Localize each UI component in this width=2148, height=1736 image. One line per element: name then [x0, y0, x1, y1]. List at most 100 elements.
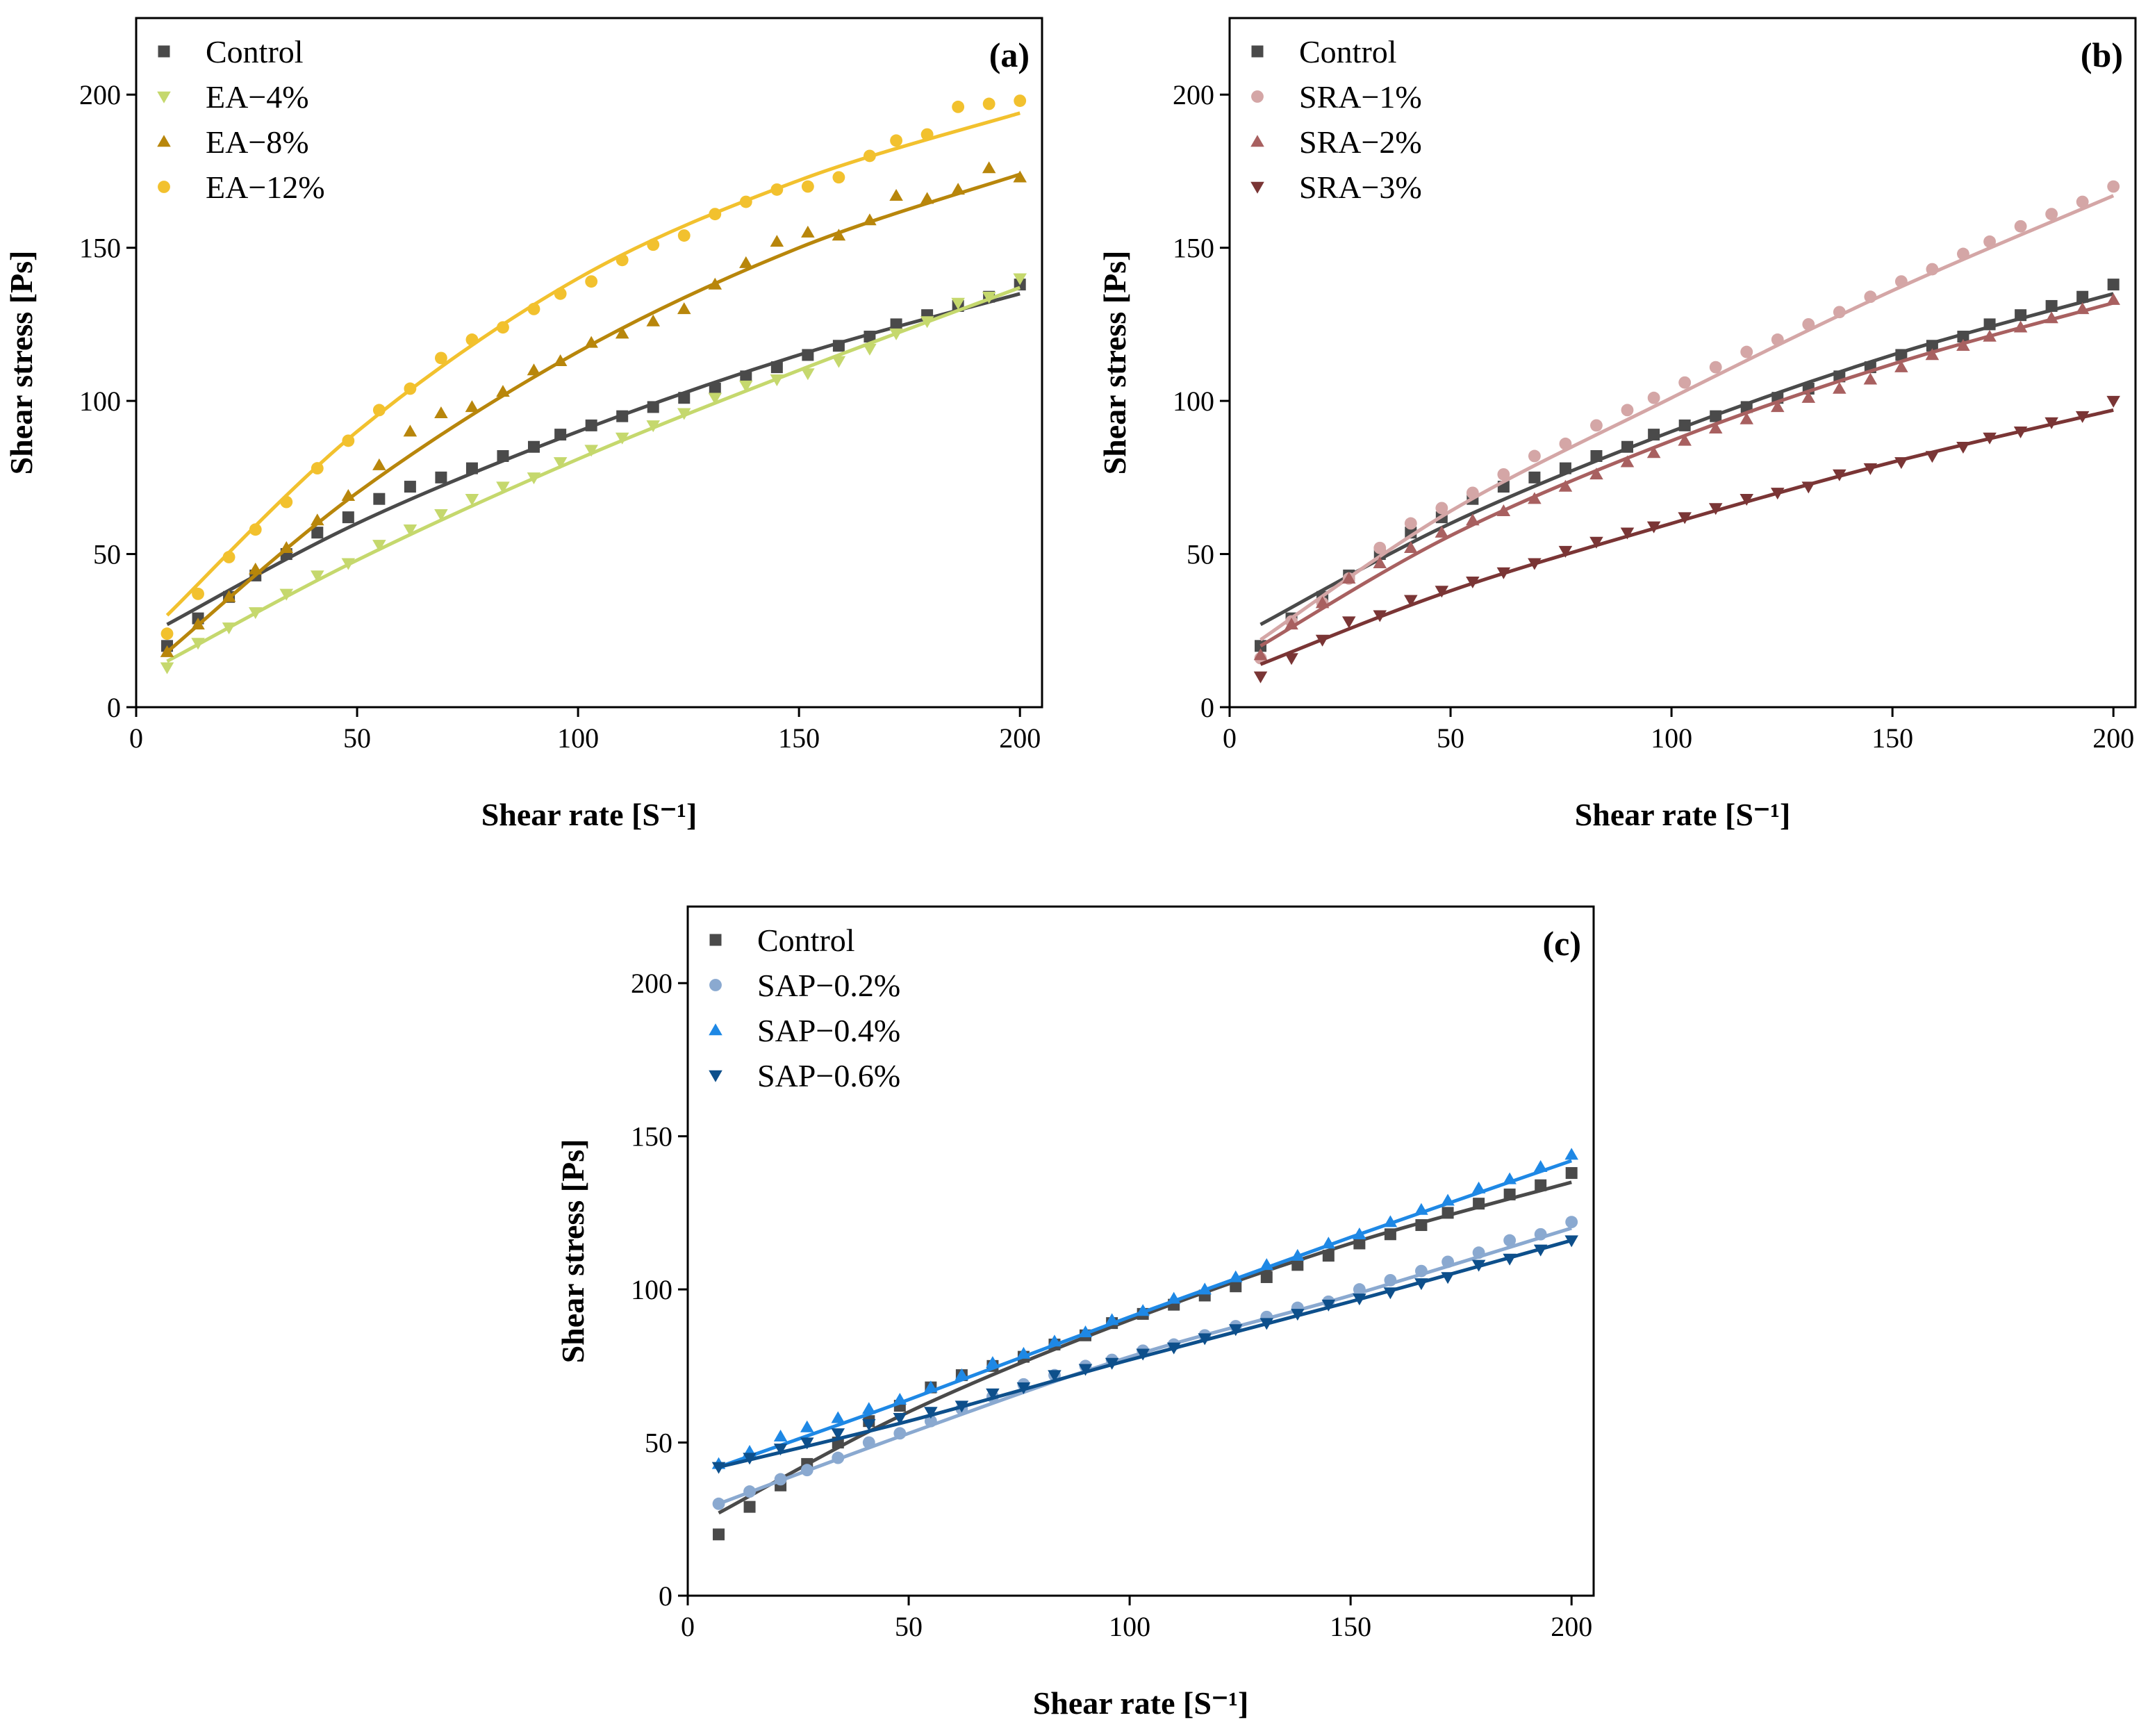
point-sra-1-b-18 [1802, 317, 1815, 331]
fit-line-sap-0-6-c [718, 1239, 1572, 1469]
x-tick-label-c-150: 150 [1330, 1611, 1371, 1642]
panel-label-b: (b) [2081, 35, 2123, 74]
point-control-b-21 [1895, 349, 1908, 361]
point-sra-3-b-0 [1253, 671, 1268, 684]
point-control-a-6 [342, 511, 354, 524]
legend-label-control-a: Control [206, 34, 304, 69]
point-ea-8-a-16 [646, 314, 661, 326]
point-ea-8-a-22 [832, 229, 846, 241]
legend-label-control-b: Control [1299, 34, 1397, 69]
legend-marker-sra-2-b [1250, 135, 1264, 147]
fit-line-ea-8-a [165, 172, 1021, 654]
point-sap-0-4-c-17 [1228, 1270, 1243, 1282]
point-control-a-15 [616, 410, 629, 422]
point-sra-2-b-25 [2013, 320, 2028, 333]
legend-label-ea-4-a: EA−4% [206, 79, 309, 115]
point-sap-0-2-c-24 [1441, 1255, 1455, 1268]
point-sap-0-2-c-2 [774, 1473, 787, 1486]
point-sra-1-b-13 [1647, 391, 1660, 404]
point-control-c-22 [1384, 1228, 1396, 1241]
point-control-a-24 [890, 318, 902, 331]
point-sap-0-6-c-24 [1441, 1272, 1455, 1284]
point-sra-2-b-19 [1833, 381, 1847, 394]
point-ea-4-a-4 [279, 588, 294, 601]
point-sap-0-4-c-16 [1198, 1282, 1212, 1295]
point-ea-8-a-17 [677, 302, 691, 315]
fit-line-sra-1-b [1259, 194, 2115, 642]
point-ea-4-a-18 [708, 392, 722, 405]
point-sra-3-b-1 [1284, 653, 1298, 666]
point-sra-2-b-23 [1956, 338, 1970, 351]
point-ea-12-a-7 [372, 404, 386, 417]
point-ea-12-a-19 [739, 195, 752, 208]
point-sra-1-b-22 [1926, 263, 1939, 276]
point-sra-2-b-16 [1740, 412, 1754, 424]
point-sra-2-b-17 [1770, 400, 1785, 413]
point-ea-4-a-1 [191, 638, 205, 650]
point-sap-0-6-c-17 [1228, 1324, 1243, 1337]
point-sra-2-b-1 [1284, 618, 1298, 630]
x-axis-title-b: Shear rate [S⁻¹] [1575, 797, 1791, 832]
point-ea-4-a-20 [770, 374, 784, 387]
point-ea-12-a-2 [222, 551, 236, 563]
point-sap-0-2-c-21 [1353, 1283, 1366, 1296]
point-sra-2-b-28 [2106, 292, 2120, 305]
point-sap-0-4-c-5 [862, 1402, 876, 1414]
legend-label-sap-0-2-c: SAP−0.2% [757, 968, 900, 1003]
point-ea-8-a-13 [553, 354, 568, 367]
point-sra-2-b-2 [1315, 596, 1330, 609]
point-sap-0-6-c-27 [1533, 1244, 1548, 1257]
point-sra-1-b-24 [1983, 235, 1997, 248]
point-sra-2-b-4 [1373, 556, 1387, 569]
y-tick-label-a-200: 200 [79, 79, 121, 110]
point-sra-3-b-9 [1528, 558, 1542, 570]
point-ea-8-a-12 [527, 363, 541, 376]
point-sra-1-b-4 [1373, 541, 1387, 554]
point-ea-4-a-21 [801, 368, 815, 381]
legend-label-sra-2-b: SRA−2% [1299, 124, 1422, 160]
point-sra-3-b-7 [1466, 577, 1480, 589]
fit-line-control-b [1259, 292, 2114, 627]
point-ea-12-a-25 [920, 128, 934, 141]
point-sra-3-b-15 [1708, 503, 1723, 515]
fit-line-control-a [166, 292, 1021, 627]
point-ea-12-a-5 [311, 462, 324, 475]
point-sap-0-4-c-26 [1503, 1172, 1517, 1184]
point-sap-0-4-c-27 [1533, 1159, 1548, 1172]
legend-marker-ea-8-a [157, 135, 171, 147]
point-sap-0-6-c-22 [1383, 1287, 1398, 1300]
point-ea-8-a-5 [311, 513, 324, 526]
point-ea-8-a-0 [160, 645, 174, 657]
point-control-a-19 [740, 370, 752, 383]
point-ea-4-a-24 [889, 328, 903, 340]
point-sap-0-6-c-4 [831, 1428, 845, 1441]
point-ea-4-a-5 [311, 570, 324, 583]
point-sap-0-4-c-7 [924, 1380, 938, 1393]
fit-line-control-c [718, 1180, 1572, 1515]
point-sra-3-b-19 [1833, 469, 1847, 481]
point-sra-1-b-8 [1497, 468, 1510, 481]
point-ea-8-a-25 [920, 192, 934, 204]
point-sap-0-4-c-23 [1414, 1202, 1428, 1215]
point-sap-0-6-c-0 [711, 1462, 726, 1474]
point-sra-2-b-22 [1925, 348, 1940, 361]
point-ea-4-a-11 [496, 481, 510, 494]
point-ea-12-a-22 [832, 171, 845, 184]
point-ea-8-a-14 [584, 336, 598, 348]
point-sap-0-4-c-28 [1564, 1148, 1578, 1160]
point-sra-2-b-10 [1558, 479, 1573, 492]
legend-b: Control SRA−1% SRA−2% SRA−3% [1250, 34, 1422, 205]
y-axis-title-a: Shear stress [Ps] [3, 251, 39, 475]
point-sra-3-b-12 [1620, 527, 1635, 540]
point-sap-0-6-c-7 [924, 1407, 938, 1419]
point-sra-1-b-14 [1678, 376, 1692, 389]
point-sra-1-b-11 [1590, 419, 1603, 432]
point-sra-3-b-22 [1925, 451, 1940, 463]
point-control-b-13 [1648, 429, 1660, 441]
point-ea-12-a-9 [434, 352, 447, 365]
point-sra-3-b-17 [1770, 488, 1785, 500]
point-ea-12-a-3 [249, 523, 262, 536]
x-axis-title-a: Shear rate [S⁻¹] [481, 797, 697, 832]
point-ea-12-a-27 [982, 97, 995, 110]
point-control-a-16 [647, 401, 659, 413]
